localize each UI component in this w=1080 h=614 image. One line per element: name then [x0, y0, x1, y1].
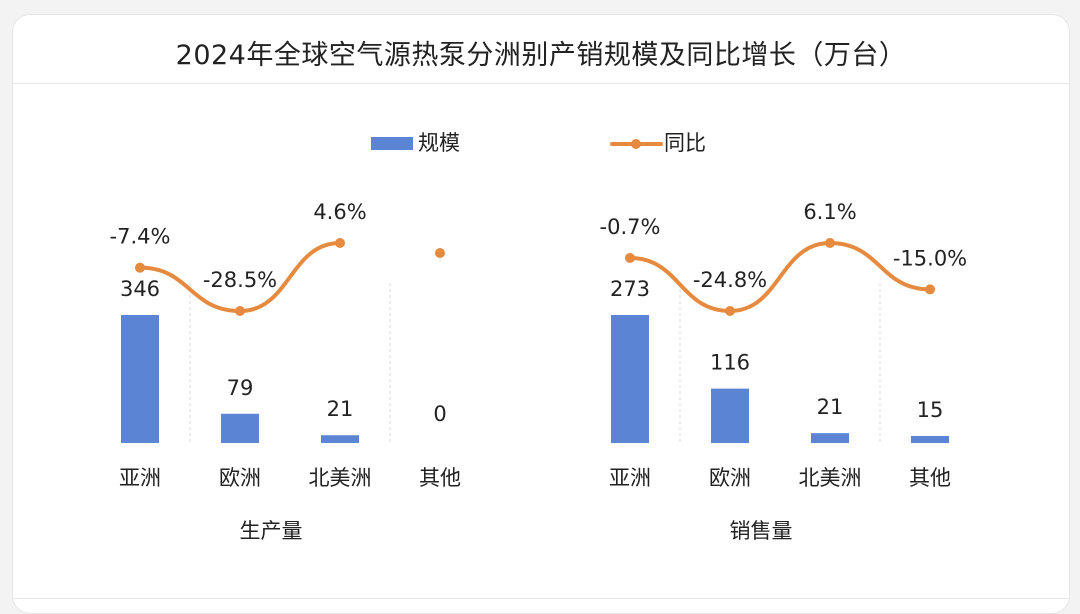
footer-divider: [13, 598, 1069, 599]
category-label: 北美洲: [309, 466, 372, 490]
yoy-value-label: 6.1%: [803, 200, 856, 224]
yoy-point: [725, 306, 735, 316]
legend-bar-swatch: [371, 137, 413, 150]
title-divider: [13, 83, 1069, 84]
yoy-value-label: 4.6%: [313, 200, 366, 224]
yoy-point: [825, 238, 835, 248]
yoy-value-label: -15.0%: [893, 246, 967, 270]
x-axis-label: 销售量: [730, 519, 793, 543]
category-label: 欧洲: [709, 466, 751, 490]
category-label: 其他: [419, 466, 461, 490]
yoy-point: [925, 284, 935, 295]
bar: [711, 388, 749, 443]
bar: [221, 413, 259, 443]
yoy-point: [135, 262, 145, 273]
yoy-point: [435, 248, 445, 258]
chart-panel-2: 273 116 21 15 -0.7% -24.8% 6.1% -15.0% 亚洲 欧洲 北美洲 其他…: [600, 200, 968, 543]
bar-value-label: 116: [710, 351, 750, 375]
bar-value-label: 15: [917, 398, 944, 422]
category-label: 亚洲: [119, 466, 161, 490]
chart-card: 2024年全球空气源热泵分洲别产销规模及同比增长（万台） 规模 同比 346 79…: [12, 14, 1070, 614]
yoy-value-label: -24.8%: [693, 268, 767, 292]
legend-line-label: 同比: [664, 131, 706, 155]
bar-value-label: 273: [610, 277, 650, 301]
bar: [911, 435, 949, 443]
yoy-line: [628, 240, 932, 314]
chart-canvas: 规模 同比 346 79 21 0 -7.4% -28.5% 4.6% 亚洲 欧洲 北美洲 其他生产…: [110, 131, 968, 543]
category-label: 其他: [909, 466, 951, 490]
bar-value-label: 21: [817, 395, 844, 419]
category-label: 亚洲: [609, 466, 651, 490]
legend-bar-label: 规模: [418, 131, 460, 155]
yoy-point: [335, 238, 345, 248]
bar-value-label: 346: [120, 277, 160, 301]
bar-value-label: 21: [327, 397, 354, 421]
bar-value-label: 0: [433, 402, 446, 426]
category-label: 北美洲: [799, 466, 862, 490]
yoy-value-label: -28.5%: [203, 268, 277, 292]
yoy-point: [235, 306, 245, 316]
chart-title: 2024年全球空气源热泵分洲别产销规模及同比增长（万台）: [175, 40, 907, 71]
legend: 规模 同比: [371, 131, 706, 155]
yoy-value-label: -0.7%: [600, 215, 661, 239]
legend-line-marker: [631, 139, 641, 149]
yoy-point: [625, 252, 635, 263]
bar: [121, 315, 159, 443]
bar: [611, 315, 649, 443]
category-label: 欧洲: [219, 466, 261, 490]
bar: [321, 435, 359, 443]
bar-value-label: 79: [227, 376, 254, 400]
yoy-value-label: -7.4%: [110, 225, 171, 249]
bar: [811, 433, 849, 443]
x-axis-label: 生产量: [240, 519, 303, 543]
